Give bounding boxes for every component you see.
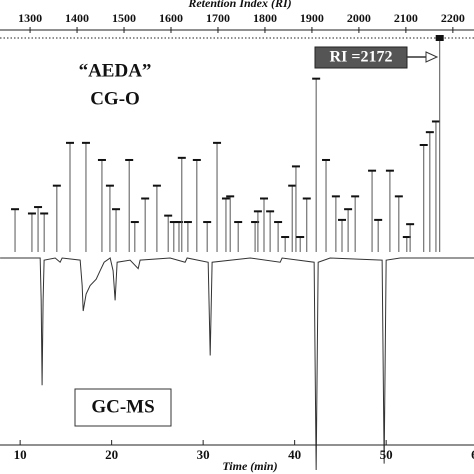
top-tick-label: 1500 [112,11,136,25]
peak-cap [288,184,297,187]
bottom-tick-label: 50 [380,447,393,462]
bottom-tick-label: 30 [197,447,210,462]
top-axis-title: Retention Index (RI) [187,0,291,10]
peak-cap [406,223,415,226]
peak-cap [112,208,121,211]
bottom-tick-label: 60 [471,447,474,462]
bottom-tick-label: 40 [288,447,301,462]
top-tick-label: 1900 [300,11,324,25]
peak-cap [152,184,161,187]
peak-cap [302,197,311,200]
top-tick-label: 1700 [206,11,230,25]
peak-cap [402,236,411,239]
peak-cap [274,221,283,224]
lower-label: GC-MS [91,396,154,417]
peak-cap [296,236,305,239]
peak-cap [266,210,275,213]
peak-cap [169,221,178,224]
peak-cap [394,195,403,198]
peak-cap [281,236,290,239]
peak-cap [177,156,186,159]
peak-cap [203,221,212,224]
peak-cap [385,169,394,172]
peak-cap [174,221,183,224]
peak-cap [251,221,260,224]
bottom-axis-title: Time (min) [222,459,277,473]
peak-cap [368,169,377,172]
peak-cap [164,214,173,217]
top-tick-label: 1300 [18,11,42,25]
peak-cap [130,221,139,224]
peak-cap [322,158,331,161]
peak-cap [351,195,360,198]
peak-cap [331,195,340,198]
peak-cap [125,158,134,161]
peak-cap [97,158,106,161]
peak-cap [105,184,114,187]
peak-cap [192,158,201,161]
peak-cap [213,141,222,144]
peak-cap [291,165,300,168]
peak-cap [419,144,428,146]
peak-cap [52,184,61,187]
top-tick-label: 2200 [441,11,465,25]
peak-cap [27,212,36,215]
peak-cap [234,221,243,224]
label-box [74,388,172,427]
top-tick-label: 1800 [253,11,277,25]
peak-cap [34,206,43,209]
peak-cap [226,195,235,198]
peak-cap [374,218,383,221]
peak-cap [344,208,353,211]
bottom-tick-label: 20 [105,447,118,462]
peak-cap [221,197,230,200]
peak-cap [435,35,444,41]
peak-cap [431,120,440,123]
annotation: RI =2172 [330,49,393,66]
peak-cap [312,77,321,80]
top-tick-label: 1600 [159,11,183,25]
bottom-tick-label: 10 [14,447,27,462]
upper-label: CG-O [90,88,140,109]
upper-label: “AEDA” [79,60,152,81]
peak-cap [65,141,74,144]
arrow-head [425,51,439,63]
peak-cap [425,131,434,134]
peak-cap [337,218,346,221]
peak-cap [40,212,49,215]
peak-cap [253,210,262,213]
top-tick-label: 2100 [394,11,418,25]
peak-cap [11,208,20,211]
gcms-trace [0,257,474,471]
peak-cap [260,197,269,200]
peak-cap [141,197,150,200]
peak-cap [183,221,192,224]
peak-cap [81,141,90,144]
top-tick-label: 2000 [347,11,371,25]
top-tick-label: 1400 [65,11,89,25]
